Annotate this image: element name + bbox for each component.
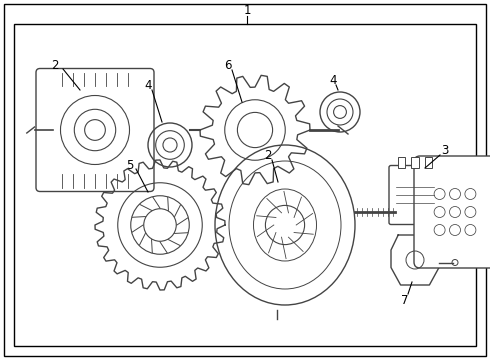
- Text: 4: 4: [329, 73, 337, 86]
- Text: 2: 2: [264, 149, 272, 162]
- Text: 5: 5: [126, 158, 134, 171]
- FancyBboxPatch shape: [389, 166, 441, 225]
- FancyBboxPatch shape: [414, 156, 490, 268]
- Text: 1: 1: [243, 4, 251, 17]
- Text: 4: 4: [144, 78, 152, 91]
- Bar: [398, 157, 405, 167]
- FancyBboxPatch shape: [36, 68, 154, 192]
- Bar: [425, 157, 432, 167]
- Bar: [14, 24, 476, 346]
- Text: 2: 2: [51, 59, 59, 72]
- Text: 3: 3: [441, 144, 449, 157]
- Bar: [411, 157, 419, 167]
- Text: 7: 7: [401, 293, 409, 306]
- Text: 6: 6: [224, 59, 232, 72]
